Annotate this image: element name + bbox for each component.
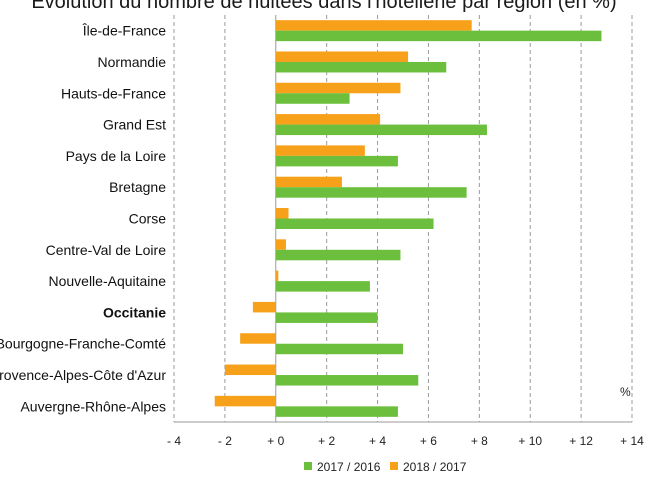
x-tick-label-3: + 2 (318, 434, 335, 448)
bar-series0-12 (275, 406, 398, 417)
legend-swatch-1 (390, 462, 398, 470)
bar-series0-1 (275, 61, 447, 73)
category-label-6: Corse (129, 211, 167, 227)
category-labels: Île-de-France Normandie Hauts-de-France Gra… (0, 23, 166, 415)
bar-series0-10 (275, 343, 403, 355)
category-label-0: Île-de-France (82, 23, 166, 39)
category-label-3: Grand Est (103, 117, 166, 133)
bar-series1-1 (275, 51, 409, 62)
bar-series0-3 (275, 124, 487, 136)
category-label-5: Bretagne (109, 179, 166, 195)
x-axis-ticks: - 4 - 2 + 0 + 2 + 4 + 6 + 8 + 10 + 12 + 14 (167, 434, 644, 448)
bar-series0-5 (275, 187, 467, 198)
bar-series0-6 (275, 218, 434, 229)
bar-series1-5 (275, 176, 342, 188)
bar-series1-6 (275, 208, 289, 219)
x-tick-label-4: + 4 (369, 434, 386, 448)
bar-series1-11 (224, 364, 276, 376)
x-tick-label-5: + 6 (420, 434, 437, 448)
category-label-4: Pays de la Loire (66, 148, 167, 164)
bar-series0-4 (275, 155, 398, 167)
x-tick-label-0: - 4 (167, 434, 181, 448)
x-tick-label-8: + 12 (569, 434, 593, 448)
legend: 2017 / 2016 2018 / 2017 (304, 460, 467, 474)
bar-series1-7 (275, 239, 286, 250)
x-tick-label-6: + 8 (471, 434, 488, 448)
category-label-11: Provence-Alpes-Côte d'Azur (0, 367, 166, 383)
bar-series0-0 (275, 30, 602, 42)
bar-series1-10 (240, 333, 276, 344)
legend-swatch-0 (304, 462, 312, 470)
bar-series0-11 (275, 375, 419, 386)
x-tick-label-1: - 2 (218, 434, 232, 448)
bar-series1-2 (275, 82, 401, 94)
chart-title: Évolution du nombre de nuitées dans l'hô… (31, 0, 617, 13)
bar-series1-12 (214, 395, 276, 407)
x-tick-label-9: + 14 (620, 434, 644, 448)
legend-label-0: 2017 / 2016 (317, 460, 381, 474)
category-label-2: Hauts-de-France (61, 85, 166, 101)
category-label-10: Bourgogne-Franche-Comté (0, 336, 166, 352)
bar-series1-4 (275, 145, 365, 156)
bar-series1-0 (275, 20, 472, 31)
bar-series0-2 (275, 93, 350, 104)
category-label-12: Auvergne-Rhône-Alpes (20, 398, 166, 414)
category-label-1: Normandie (98, 54, 167, 70)
bar-series1-3 (275, 114, 381, 125)
x-tick-label-7: + 10 (518, 434, 542, 448)
unit-label: % (620, 385, 631, 399)
bar-series0-7 (275, 249, 401, 261)
bar-series0-8 (275, 281, 370, 292)
bar-series0-9 (275, 312, 378, 323)
category-label-7: Centre-Val de Loire (46, 242, 167, 258)
bars (214, 20, 602, 417)
category-label-9: Occitanie (103, 304, 166, 320)
bar-series1-8 (275, 270, 279, 282)
category-label-8: Nouvelle-Aquitaine (48, 273, 166, 289)
legend-label-1: 2018 / 2017 (403, 460, 467, 474)
bar-series1-9 (252, 301, 276, 313)
x-tick-label-2: + 0 (267, 434, 284, 448)
